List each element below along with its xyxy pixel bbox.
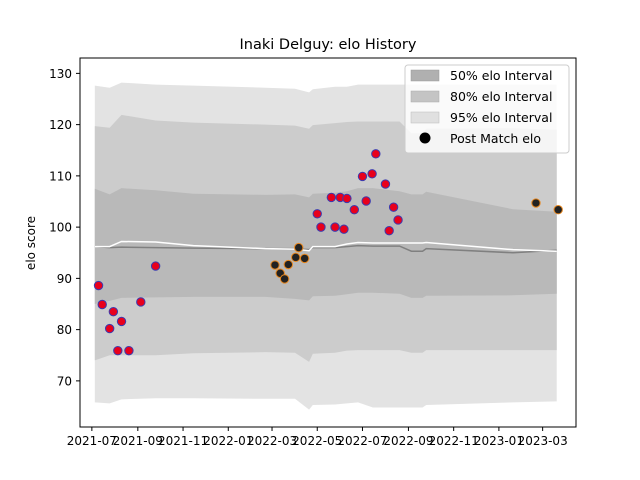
post-match-point-15 <box>294 242 304 253</box>
post-match-point-19 <box>326 192 337 203</box>
legend-marker-post-match <box>419 132 431 144</box>
x-tick-label-11: 2023-03 <box>518 434 568 448</box>
y-tick-label-1: 70 <box>57 374 72 388</box>
y-tick-label-7: 130 <box>49 67 72 81</box>
mean-line-white <box>94 240 557 252</box>
center-line-gray <box>94 244 557 254</box>
post-match-point-6 <box>116 316 127 327</box>
post-match-point-13 <box>283 259 294 270</box>
post-match-points <box>93 149 563 356</box>
post-match-point-22 <box>339 224 349 234</box>
x-tick-label-2: 2021-09 <box>113 434 163 448</box>
y-axis: 70 80 90 100 110 120 130 <box>49 67 80 388</box>
legend-swatch-80 <box>410 90 440 103</box>
x-tick-label-7: 2022-07 <box>337 434 387 448</box>
legend-swatch-50 <box>410 69 440 82</box>
post-match-point-27 <box>367 169 377 179</box>
post-match-point-5 <box>113 345 123 356</box>
post-match-point-14 <box>291 252 301 263</box>
x-tick-label-1: 2021-07 <box>67 434 117 448</box>
x-tick-label-9: 2022-11 <box>429 434 479 448</box>
x-tick-label-10: 2023-01 <box>474 434 524 448</box>
post-match-point-34 <box>553 205 563 215</box>
post-match-point-20 <box>330 222 340 232</box>
legend-label-post-match: Post Match elo <box>450 131 541 146</box>
x-tick-label-5: 2022-03 <box>247 434 297 448</box>
y-tick-label-3: 90 <box>57 272 72 286</box>
post-match-point-24 <box>349 205 360 215</box>
post-match-point-3 <box>104 323 115 334</box>
chart-title: Inaki Delguy: elo History <box>240 37 417 53</box>
y-tick-label-4: 100 <box>49 221 72 235</box>
legend-label-95: 95% elo Interval <box>450 110 552 125</box>
legend-label-50: 50% elo Interval <box>450 68 552 83</box>
y-axis-label: elo score <box>24 216 38 270</box>
post-match-point-29 <box>380 179 391 189</box>
post-match-point-7 <box>124 345 134 356</box>
legend-label-80: 80% elo Interval <box>450 89 552 104</box>
post-match-point-1 <box>93 280 104 291</box>
x-tick-label-8: 2022-09 <box>383 434 433 448</box>
post-match-point-10 <box>270 260 280 270</box>
y-tick-label-2: 80 <box>57 323 72 337</box>
post-match-point-30 <box>384 226 394 236</box>
legend-box <box>404 64 570 154</box>
post-match-point-4 <box>108 306 119 317</box>
post-match-point-31 <box>388 202 399 212</box>
post-match-point-17 <box>312 209 322 219</box>
legend-swatch-95 <box>410 111 440 124</box>
post-match-point-2 <box>97 299 107 310</box>
post-match-point-25 <box>357 171 368 182</box>
post-match-point-33 <box>531 198 541 208</box>
post-match-point-9 <box>150 261 161 271</box>
x-tick-label-3: 2021-11 <box>158 434 208 448</box>
x-axis: 2021-072021-092021-112022-012022-032022-… <box>67 427 568 448</box>
x-tick-label-6: 2022-05 <box>292 434 342 448</box>
post-match-point-26 <box>361 196 371 206</box>
plot-area-frame <box>79 57 577 428</box>
post-match-point-8 <box>136 297 146 307</box>
post-match-point-16 <box>299 253 310 264</box>
post-match-point-23 <box>342 193 352 204</box>
post-match-point-32 <box>393 215 403 225</box>
y-tick-label-6: 120 <box>49 118 72 132</box>
chart-legend: 50% elo Interval 80% elo Interval 95% el… <box>404 64 570 154</box>
x-tick-label-4: 2022-01 <box>203 434 253 448</box>
center-lines <box>94 240 557 254</box>
y-tick-label-5: 110 <box>49 169 72 183</box>
post-match-point-28 <box>371 149 381 159</box>
post-match-point-18 <box>316 222 326 232</box>
post-match-point-12 <box>279 274 290 284</box>
